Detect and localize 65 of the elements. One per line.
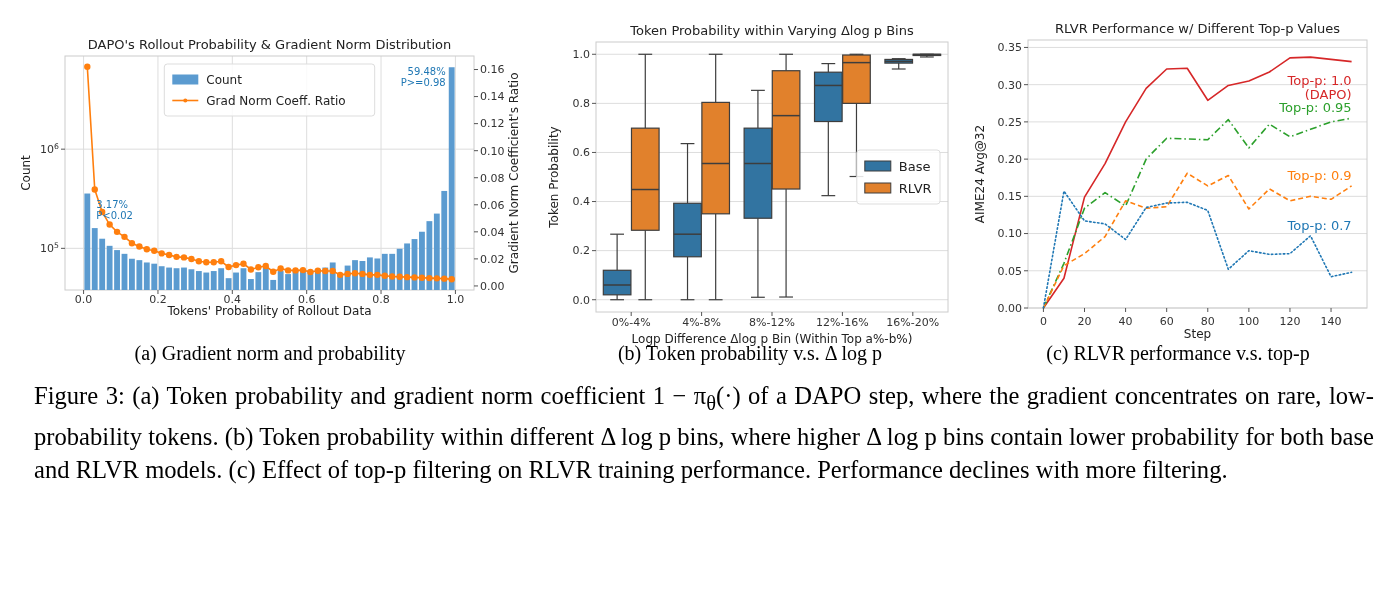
x-tick-label: 8%-12% xyxy=(749,316,795,329)
y2-tick-label: 0.06 xyxy=(480,198,505,212)
y-tick-label: 0.10 xyxy=(997,227,1022,241)
x-tick-label: 140 xyxy=(1320,315,1342,328)
y-tick-label: 0.05 xyxy=(997,264,1022,278)
text: (c) RLVR performance v.s. top-p xyxy=(1046,342,1310,365)
x-axis-title: Step xyxy=(1183,327,1212,341)
y2-tick-label: 0.02 xyxy=(480,252,505,266)
x-axis-title: Tokens' Probability of Rollout Data xyxy=(166,304,372,318)
x-tick-label: 0.8 xyxy=(372,293,390,306)
x-tick-label: 1.0 xyxy=(446,293,465,306)
x-tick-label: 12%-16% xyxy=(815,316,869,329)
y-tick-label: 0.8 xyxy=(572,97,590,111)
y-axis-title: AIME24 Avg@32 xyxy=(973,124,987,224)
y-tick-label: 0.00 xyxy=(997,301,1022,315)
x-tick-label: 0.2 xyxy=(149,293,167,306)
y-tick-label: 0.25 xyxy=(997,115,1022,129)
text: (a) Gradient norm and probability xyxy=(134,342,406,365)
series-label: Top-p: 0.95 xyxy=(1278,100,1352,116)
y-tick-label: 0.15 xyxy=(997,190,1022,204)
y-tick-label: 1.0 xyxy=(572,48,590,62)
y2-tick-label: 0.10 xyxy=(480,144,505,158)
y-axis-title: Token Probability xyxy=(547,126,561,229)
caption: Figure 3: (a) Token probability and gradient norm coefficient 1 − π$_{θ}$(·) of a DAPO step, where the gradient concentrates on rare, low-probability tokens. (b) Token probability within different Δ log p bins, where higher Δ log p bins contain lower probability for both base and RLVR models. (c) Effect of top-p filtering on RLVR training performance. Performance declines with more filtering. xyxy=(34,381,1374,486)
x-tick-label: 100 xyxy=(1238,315,1260,328)
y-tick-label: 10$^{6}$ xyxy=(40,141,60,157)
y-tick-label: 0.4 xyxy=(572,195,590,209)
series-label: Top-p: 0.7 xyxy=(1286,217,1352,233)
x-tick-label: 60 xyxy=(1159,315,1174,328)
series-label: Top-p: 0.9 xyxy=(1286,167,1352,183)
y-axis-title: Count xyxy=(19,154,33,191)
y2-tick-label: 0.14 xyxy=(480,90,505,104)
x-tick-label: 40 xyxy=(1118,315,1133,328)
x-tick-label: 16%-20% xyxy=(886,316,940,329)
y2-tick-label: 0.12 xyxy=(480,117,505,131)
x-tick-label: 0 xyxy=(1039,315,1047,328)
x-tick-label: 0%-4% xyxy=(611,316,651,329)
legend-label: Grad Norm Coeff. Ratio xyxy=(206,93,346,108)
x-tick-label: 0.6 xyxy=(297,293,316,306)
y-tick-label: 10$^{5}$ xyxy=(40,240,60,256)
line-series xyxy=(1042,56,1353,309)
x-tick-label: 20 xyxy=(1077,315,1092,328)
y2-tick-label: 0.04 xyxy=(480,225,505,239)
x-tick-label: 120 xyxy=(1279,315,1301,328)
chart-title: Token Probability within Varying Δlog p Bins xyxy=(629,23,914,38)
y-tick-label: 0.2 xyxy=(572,244,590,258)
legend-label: Base xyxy=(898,158,931,174)
y-tick-label: 0.35 xyxy=(997,41,1022,55)
series-label: Top-p: 1.0 (DAPO) xyxy=(1286,73,1352,103)
x-tick-label: 4%-8% xyxy=(682,316,722,329)
chart-title: RLVR Performance w/ Different Top-p Values xyxy=(1054,21,1341,36)
x-tick-label: 0.0 xyxy=(74,293,93,306)
y-tick-label: 0.20 xyxy=(997,152,1022,166)
y-tick-label: 0.6 xyxy=(572,146,590,160)
x-tick-label: 0.4 xyxy=(223,293,242,306)
x-tick-label: 80 xyxy=(1200,315,1215,328)
legend-label: RLVR xyxy=(898,180,932,196)
y2-tick-label: 0.08 xyxy=(480,171,505,185)
y2-tick-label: 0.00 xyxy=(480,279,505,293)
y2-axis-title: Gradient Norm Coefficient's Ratio xyxy=(507,72,521,274)
y-tick-label: 0.30 xyxy=(997,78,1022,92)
y2-tick-label: 0.16 xyxy=(480,63,505,77)
chart-title: DAPO's Rollout Probability & Gradient Norm Distribution xyxy=(87,37,452,52)
legend-label: Count xyxy=(206,72,243,87)
annotation: 59.48% P>=0.98 xyxy=(400,66,446,89)
